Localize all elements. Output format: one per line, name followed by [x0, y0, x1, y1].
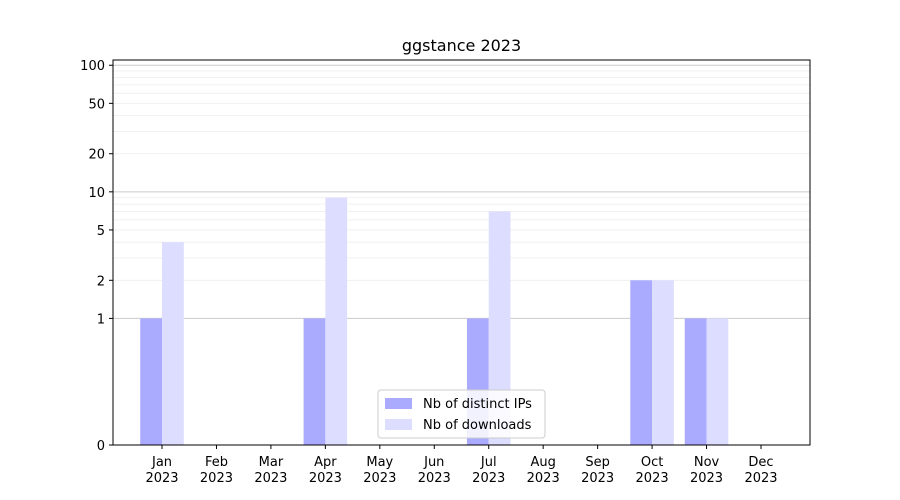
x-tick-label: Apr 2023 [309, 455, 342, 486]
x-tick-label: Dec 2023 [744, 455, 777, 486]
legend-label: Nb of distinct IPs [423, 397, 532, 412]
x-tick-label: Nov 2023 [690, 455, 723, 486]
x-tick-label: Jun 2023 [418, 455, 451, 486]
bar-distinct-ips [684, 318, 707, 445]
x-tick-label: Sep 2023 [581, 455, 614, 486]
y-tick-label: 0 [97, 439, 105, 454]
legend-label: Nb of downloads [423, 418, 532, 433]
bar-downloads [652, 280, 674, 445]
legend-swatch [385, 398, 412, 409]
x-tick-label: Jul 2023 [472, 455, 505, 486]
y-tick-label: 100 [80, 59, 105, 74]
x-tick-label: Oct 2023 [636, 455, 669, 486]
y-tick-label: 50 [88, 97, 105, 112]
grid-lines [113, 64, 810, 319]
legend-box [377, 389, 546, 439]
x-tick-label: Mar 2023 [254, 455, 287, 486]
bar-distinct-ips [140, 318, 163, 445]
bar-downloads [162, 242, 184, 445]
plot-frame [112, 59, 811, 446]
bar-distinct-ips [630, 280, 653, 445]
y-tick-label: 20 [88, 148, 105, 163]
x-tick-label: Jan 2023 [145, 455, 178, 486]
bar-downloads [488, 211, 511, 445]
y-tick-label: 1 [97, 312, 105, 327]
y-tick-label: 5 [97, 224, 105, 239]
legend: Nb of distinct IPs Nb of downloads [377, 389, 546, 439]
legend-swatch [385, 419, 412, 430]
y-tick-label: 10 [88, 186, 105, 201]
bar-downloads [325, 197, 348, 445]
x-tick-label: Feb 2023 [200, 455, 233, 486]
bar-distinct-ips [303, 318, 326, 445]
y-tick-label: 2 [97, 274, 105, 289]
axes: 0 1 2 5 10 20 50 100 Jan 2023 Feb 2023 Mar 2023 Apr 202… [80, 59, 811, 486]
chart-title: ggstance 2023 [402, 36, 521, 55]
x-tick-label: May 2023 [363, 455, 396, 486]
x-tick-label: Aug 2023 [527, 455, 560, 486]
bar-downloads [706, 318, 729, 445]
